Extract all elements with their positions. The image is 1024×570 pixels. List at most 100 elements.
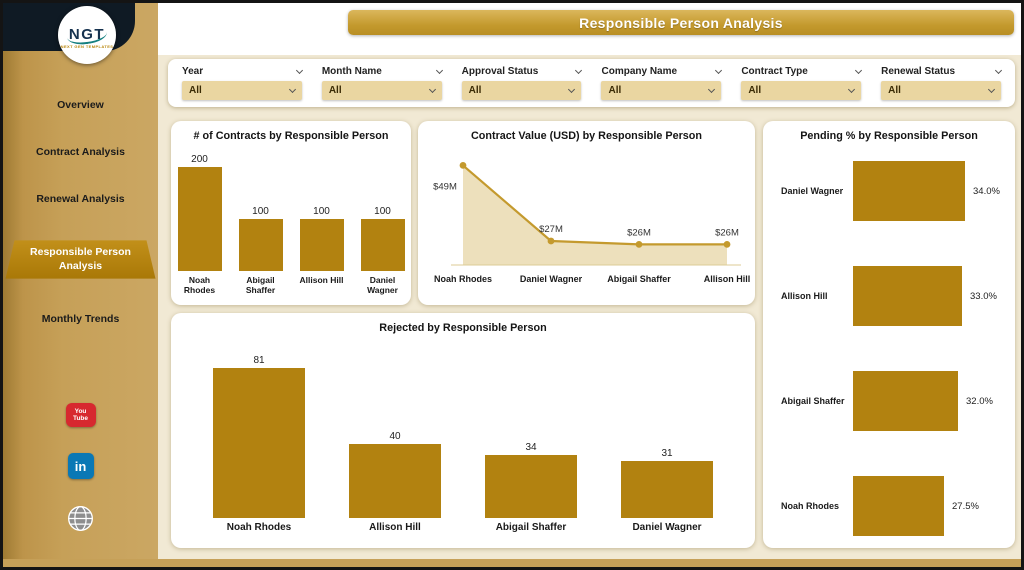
category-label: Allison Hill bbox=[369, 522, 421, 533]
category-label: Noah Rhodes bbox=[226, 522, 292, 533]
chevron-down-icon bbox=[295, 66, 303, 74]
category-label: Abigail Shaffer bbox=[607, 274, 671, 284]
bar[interactable] bbox=[621, 461, 713, 518]
bar-value-label: 40 bbox=[389, 431, 401, 442]
hbar-row: Daniel Wagner 34.0% bbox=[773, 161, 1009, 221]
bar-value-label: 100 bbox=[252, 206, 269, 217]
bar[interactable] bbox=[349, 444, 441, 518]
youtube-text-line2: Tube bbox=[72, 415, 89, 422]
category-label: Daniel Wagner bbox=[367, 275, 398, 295]
data-label: $26M bbox=[715, 227, 739, 238]
filter-label: Year bbox=[182, 66, 204, 77]
filter-value: All bbox=[888, 85, 901, 96]
bar-value-label: 33.0% bbox=[970, 290, 997, 302]
bar-column: 31 Daniel Wagner bbox=[612, 345, 722, 540]
data-point[interactable] bbox=[459, 162, 467, 169]
ngt-logo: NGT NEXT GEN TEMPLATES bbox=[58, 6, 116, 64]
rejected-bar-chart: 81 Noah Rhodes 40 Allison Hill 34 Abigail Sha… bbox=[191, 345, 735, 540]
contract-value-line-chart: $49M Noah Rhodes $27M Daniel Wagner $26M Abig… bbox=[418, 147, 755, 304]
sidebar-nav: Overview Contract Analysis Renewal Analy… bbox=[3, 99, 158, 326]
category-label: Abigail Shaffer bbox=[781, 396, 845, 406]
globe-icon[interactable] bbox=[67, 505, 94, 532]
category-label: Abigail Shaffer bbox=[495, 522, 567, 533]
category-label: Noah Rhodes bbox=[434, 274, 492, 284]
page-title-text: Responsible Person Analysis bbox=[579, 14, 783, 31]
data-label: $27M bbox=[539, 224, 563, 235]
sidebar-item-contract-analysis[interactable]: Contract Analysis bbox=[36, 146, 125, 159]
data-point[interactable] bbox=[547, 237, 555, 245]
bar-value-label: 81 bbox=[253, 355, 265, 366]
category-label: Daniel Wagner bbox=[632, 522, 702, 533]
bar-value-label: 100 bbox=[374, 206, 391, 217]
bar[interactable] bbox=[853, 476, 944, 536]
data-label: $49M bbox=[433, 181, 457, 192]
filter-label: Approval Status bbox=[461, 66, 539, 77]
logo-text: NGT bbox=[68, 26, 106, 43]
filter-year-dropdown[interactable]: All bbox=[182, 81, 302, 100]
youtube-icon[interactable]: You Tube bbox=[65, 403, 96, 427]
linkedin-icon[interactable]: in bbox=[67, 453, 94, 479]
chart-title: # of Contracts by Responsible Person bbox=[193, 130, 389, 142]
filter-year: Year All bbox=[182, 66, 303, 100]
filter-approval-status: Approval Status All bbox=[461, 66, 583, 100]
sidebar-item-renewal-analysis[interactable]: Renewal Analysis bbox=[36, 193, 125, 206]
chevron-down-icon bbox=[435, 66, 443, 74]
line-series bbox=[462, 164, 727, 246]
bottom-accent-bar bbox=[3, 559, 1021, 567]
pending-hbar-chart: Daniel Wagner 34.0% Allison Hill 33.0% Abiga… bbox=[773, 161, 1009, 536]
bar-column: 81 Noah Rhodes bbox=[204, 345, 314, 540]
chevron-down-icon bbox=[987, 85, 996, 93]
chevron-down-icon bbox=[715, 66, 723, 74]
data-point[interactable] bbox=[635, 241, 643, 248]
bar[interactable] bbox=[299, 219, 344, 271]
youtube-text-line1: You bbox=[74, 407, 87, 415]
bar[interactable] bbox=[238, 219, 283, 271]
bar[interactable] bbox=[485, 455, 577, 518]
filter-renewal-status-dropdown[interactable]: All bbox=[881, 81, 1001, 100]
category-label: Allison Hill bbox=[781, 291, 828, 301]
card-rejected-by-person: Rejected by Responsible Person 81 Noah Rh… bbox=[171, 313, 755, 548]
category-label: Daniel Wagner bbox=[781, 186, 844, 196]
sidebar-item-monthly-trends[interactable]: Monthly Trends bbox=[41, 312, 120, 325]
filter-label: Month Name bbox=[321, 66, 382, 77]
filter-company-name-dropdown[interactable]: All bbox=[601, 81, 722, 100]
sidebar-item-overview[interactable]: Overview bbox=[57, 99, 104, 111]
chevron-down-icon bbox=[994, 66, 1003, 74]
bar[interactable] bbox=[853, 266, 962, 326]
bar-value-label: 31 bbox=[661, 448, 673, 459]
chart-title: Pending % by Responsible Person bbox=[800, 130, 978, 142]
chevron-down-icon bbox=[708, 85, 716, 93]
bar[interactable] bbox=[853, 371, 958, 431]
category-label: Daniel Wagner bbox=[520, 274, 583, 284]
social-links: You Tube in bbox=[3, 403, 158, 532]
logo-subtext: NEXT GEN TEMPLATES bbox=[60, 44, 114, 49]
card-contracts-by-person: # of Contracts by Responsible Person 200… bbox=[171, 121, 411, 305]
bar-value-label: 34 bbox=[525, 442, 537, 453]
card-contract-value-by-person: Contract Value (USD) by Responsible Pers… bbox=[418, 121, 755, 305]
filter-contract-type-dropdown[interactable]: All bbox=[741, 81, 862, 100]
bar[interactable] bbox=[853, 161, 965, 221]
chevron-down-icon bbox=[848, 85, 856, 93]
bar-value-label: 32.0% bbox=[966, 395, 993, 407]
bar[interactable] bbox=[213, 368, 305, 518]
filter-label: Company Name bbox=[601, 66, 678, 77]
filter-approval-status-dropdown[interactable]: All bbox=[461, 81, 582, 100]
bar[interactable] bbox=[177, 167, 222, 271]
bar-value-label: 200 bbox=[191, 154, 208, 165]
chart-title: Rejected by Responsible Person bbox=[379, 322, 547, 334]
bar-column: 100 Allison Hill bbox=[298, 151, 346, 299]
data-point[interactable] bbox=[723, 241, 731, 248]
filter-value: All bbox=[748, 85, 762, 96]
bar-column: 40 Allison Hill bbox=[340, 345, 450, 540]
filter-month-name-dropdown[interactable]: All bbox=[321, 81, 442, 100]
bar[interactable] bbox=[360, 219, 405, 271]
card-pending-pct-by-person: Pending % by Responsible Person Daniel W… bbox=[763, 121, 1015, 548]
filter-value: All bbox=[189, 85, 202, 96]
data-label: $26M bbox=[627, 227, 651, 238]
filter-label: Renewal Status bbox=[881, 66, 956, 77]
bar-column: 100 Daniel Wagner bbox=[359, 151, 407, 299]
chevron-down-icon bbox=[575, 66, 583, 74]
hbar-row: Abigail Shaffer 32.0% bbox=[773, 371, 1009, 431]
sidebar-item-responsible-person-analysis[interactable]: Responsible Person Analysis bbox=[5, 240, 156, 279]
category-label: Abigail Shaffer bbox=[245, 275, 276, 295]
